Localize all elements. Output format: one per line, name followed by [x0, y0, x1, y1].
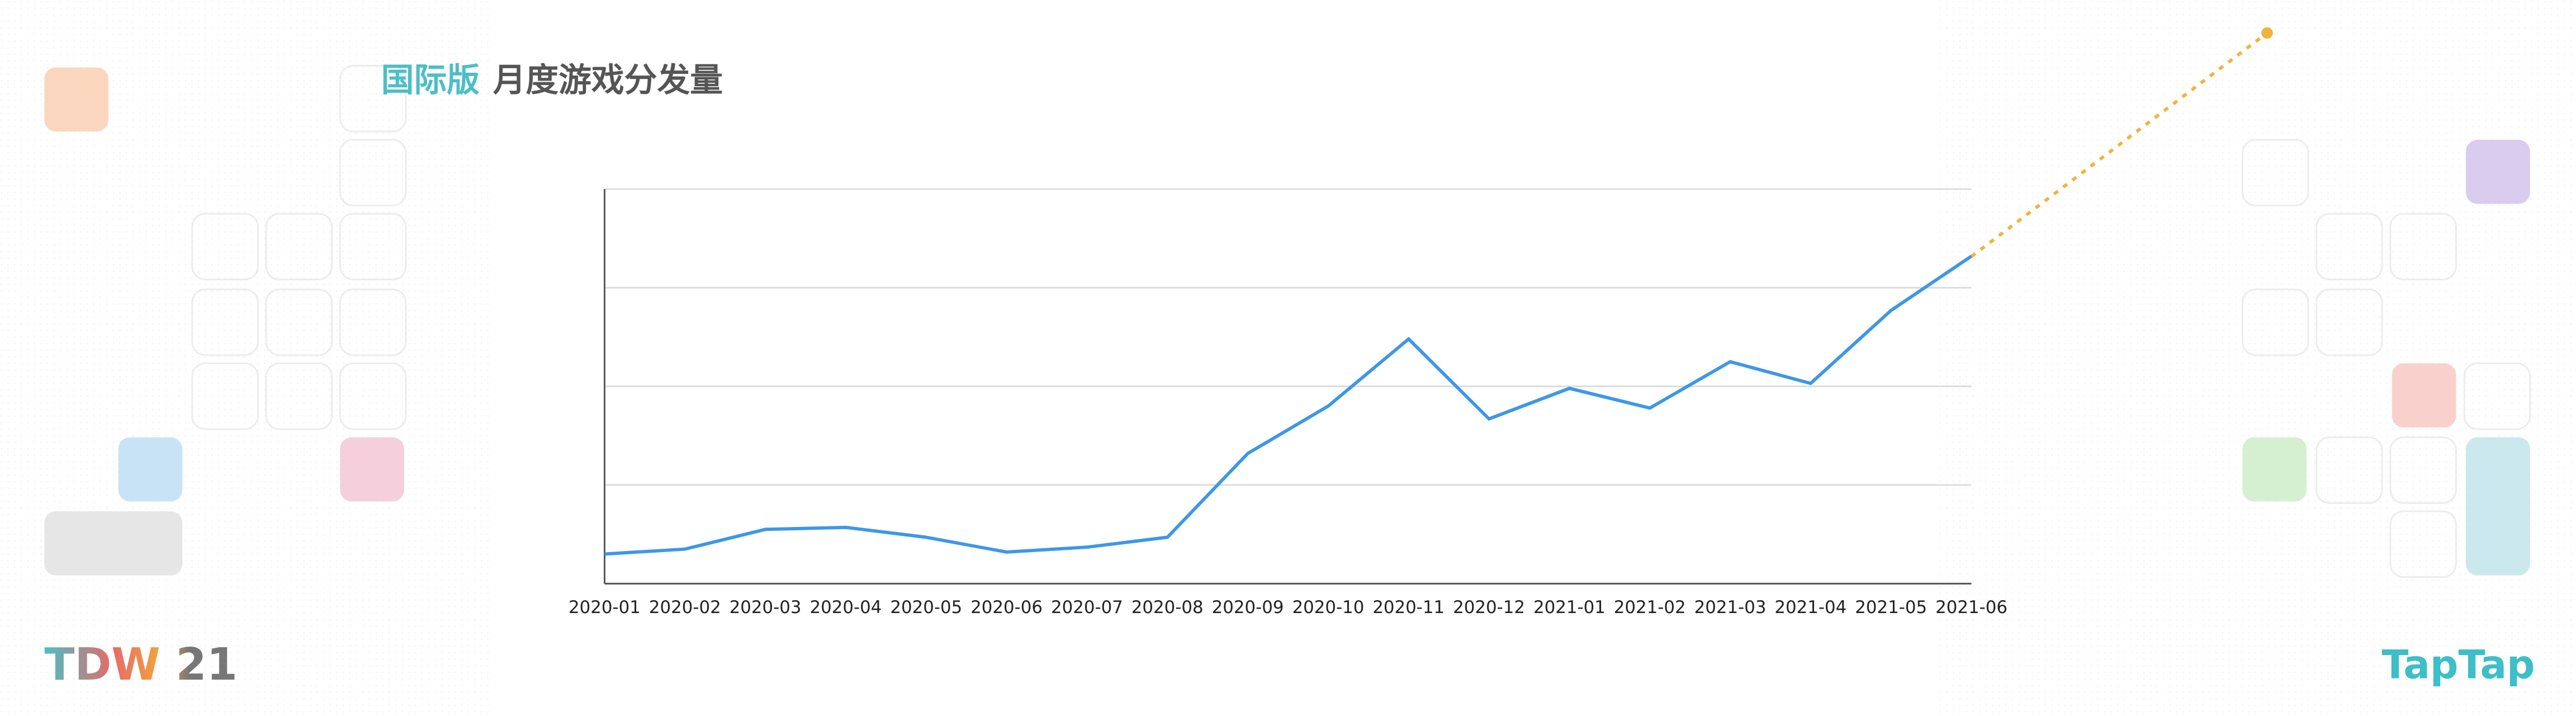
icon-map — [2242, 437, 2307, 502]
x-tick-label: 2020-07 — [1051, 597, 1123, 618]
x-tick-label: 2021-02 — [1614, 597, 1686, 618]
brand-right: TapTap — [2381, 642, 2535, 688]
x-tick-label: 2020-08 — [1131, 597, 1204, 618]
x-tick-label: 2020-01 — [569, 597, 641, 618]
background-pattern — [1938, 0, 2576, 716]
brand-left: TDW 21 — [44, 638, 237, 690]
icon-tools — [2392, 363, 2456, 428]
icon-music — [44, 511, 183, 576]
x-tick-label: 2021-05 — [1855, 597, 1927, 618]
x-tick-label: 2021-04 — [1774, 597, 1846, 618]
data-line — [604, 255, 1973, 556]
x-tick-label: 2021-01 — [1533, 597, 1606, 618]
icon-cloud — [44, 67, 108, 132]
trend-extension — [1970, 31, 2269, 258]
x-tick-label: 2021-03 — [1694, 597, 1767, 618]
x-tick-label: 2020-05 — [890, 597, 962, 618]
title-highlight: 国际版 — [381, 60, 480, 99]
icon-tds — [2466, 437, 2530, 576]
plot: 2020-01 2020-02 2020-03 2020-04 2020-05 2020-… — [569, 188, 2007, 618]
x-tick-label: 2020-09 — [1212, 597, 1284, 618]
title-main: 月度游戏分发量 — [493, 60, 723, 99]
icon-phone — [340, 437, 404, 502]
decor-tiles — [191, 65, 2531, 578]
x-tick-label: 2021-06 — [1935, 597, 2007, 618]
chart-title: 国际版 月度游戏分发量 — [381, 60, 723, 99]
x-tick-label: 2020-12 — [1453, 597, 1525, 618]
x-tick-label: 2020-02 — [649, 597, 721, 618]
trend-dot — [2261, 27, 2273, 39]
x-tick-label: 2020-11 — [1372, 597, 1445, 618]
x-tick-label: 2020-04 — [810, 597, 882, 618]
x-tick-label: 2020-10 — [1292, 597, 1364, 618]
x-tick-label: 2020-03 — [730, 597, 802, 618]
icon-cloud-box — [118, 437, 183, 502]
x-tick-label: 2020-06 — [970, 597, 1043, 618]
icon-globe — [2466, 139, 2530, 204]
